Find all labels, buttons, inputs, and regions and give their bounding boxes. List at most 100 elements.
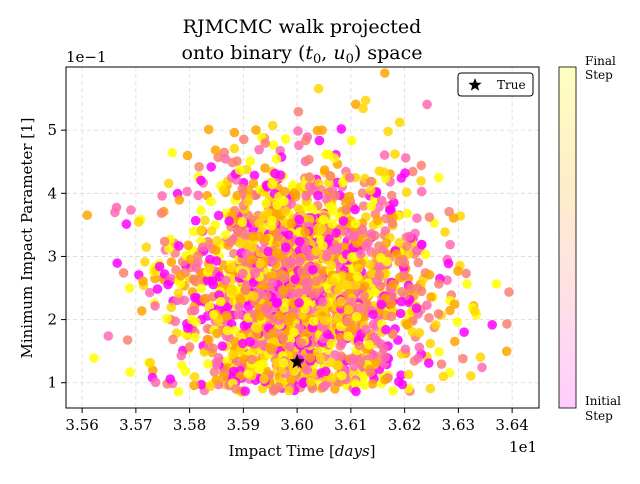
walk-point	[221, 310, 232, 321]
walk-point	[354, 340, 365, 351]
walk-point	[320, 366, 331, 377]
walk-point	[173, 386, 184, 397]
walk-point	[267, 215, 277, 226]
walk-point	[470, 306, 480, 317]
true-star-icon	[289, 353, 305, 369]
walk-point	[196, 205, 206, 216]
walk-point	[145, 357, 155, 368]
walk-point	[294, 256, 305, 267]
walk-point	[259, 374, 269, 384]
y-axis-label: Minimum Impact Parameter [1]	[18, 117, 36, 358]
walk-point	[285, 341, 295, 352]
y-tick-label: 2	[47, 311, 57, 329]
plot-frame	[65, 66, 540, 409]
walk-point	[140, 257, 150, 267]
walk-point	[424, 270, 435, 280]
walk-point	[215, 296, 226, 307]
walk-point	[300, 244, 311, 255]
walk-point	[103, 331, 114, 341]
walk-point	[349, 361, 359, 372]
walk-point	[353, 303, 364, 314]
chart-title-line2: onto binary (t0, u0) space	[182, 42, 423, 67]
walk-point	[219, 371, 229, 382]
legend: True	[457, 72, 534, 97]
walk-point	[254, 364, 265, 375]
walk-point	[200, 215, 210, 226]
walk-point	[137, 306, 147, 316]
walk-point	[190, 332, 200, 343]
walk-point	[280, 206, 291, 216]
walk-point	[335, 281, 346, 291]
walk-point	[205, 254, 215, 265]
walk-point	[462, 279, 472, 289]
walk-point	[438, 371, 449, 382]
walk-point	[217, 341, 228, 351]
walk-point	[318, 214, 329, 225]
chart-title-line1: RJMCMC walk projected	[183, 16, 422, 38]
walk-point	[345, 172, 355, 183]
walk-point	[286, 375, 296, 385]
walk-point	[424, 313, 434, 323]
walk-point	[366, 201, 377, 211]
walk-point	[189, 305, 200, 316]
walk-point	[290, 274, 300, 285]
walk-point	[209, 367, 220, 377]
walk-point	[190, 215, 201, 226]
walk-point	[387, 218, 398, 229]
walk-point	[212, 328, 222, 339]
walk-point	[388, 329, 398, 339]
walk-point	[183, 323, 193, 334]
walk-point	[305, 353, 316, 363]
x-tick-label: 3.63	[442, 416, 475, 434]
walk-point	[477, 362, 487, 373]
colorbar-bottom-label-2: Step	[585, 409, 613, 423]
walk-point	[443, 258, 454, 269]
walk-point	[388, 386, 398, 396]
walk-point	[327, 218, 338, 229]
walk-point	[466, 371, 476, 381]
walk-point	[296, 338, 307, 348]
walk-point	[297, 266, 307, 277]
walk-point	[229, 336, 240, 347]
walk-point	[166, 257, 177, 267]
walk-point	[449, 299, 460, 310]
walk-point	[346, 135, 357, 146]
walk-point	[348, 354, 358, 364]
walk-point	[356, 249, 366, 259]
walk-point	[361, 324, 371, 335]
walk-point	[233, 309, 244, 320]
walk-point	[359, 281, 370, 292]
walk-point	[360, 95, 371, 106]
x-offset-text: 1e1	[509, 438, 537, 456]
walk-point	[82, 210, 93, 220]
walk-point	[205, 381, 215, 392]
walk-point	[329, 153, 340, 163]
walk-point	[328, 245, 338, 255]
y-tick-label: 3	[47, 247, 57, 265]
walk-point	[294, 288, 304, 298]
walk-point	[260, 138, 271, 148]
walk-point	[227, 349, 238, 360]
walk-point	[416, 186, 427, 197]
walk-point	[450, 336, 460, 347]
walk-point	[279, 303, 289, 313]
walk-point	[445, 239, 455, 250]
walk-point	[267, 277, 278, 288]
walk-point	[301, 135, 311, 146]
walk-point	[364, 339, 374, 350]
walk-point	[288, 180, 298, 190]
walk-point	[453, 266, 463, 276]
walk-point	[234, 165, 245, 175]
walk-point	[298, 378, 309, 389]
walk-point	[211, 360, 222, 370]
walk-point	[218, 185, 229, 195]
walk-point	[238, 268, 248, 279]
walk-point	[426, 292, 436, 302]
walk-point	[230, 325, 240, 336]
walk-point	[159, 236, 170, 247]
walk-point	[380, 68, 390, 78]
walk-point	[366, 229, 377, 239]
walk-point	[280, 134, 291, 144]
walk-point	[417, 239, 427, 250]
walk-point	[359, 291, 369, 301]
